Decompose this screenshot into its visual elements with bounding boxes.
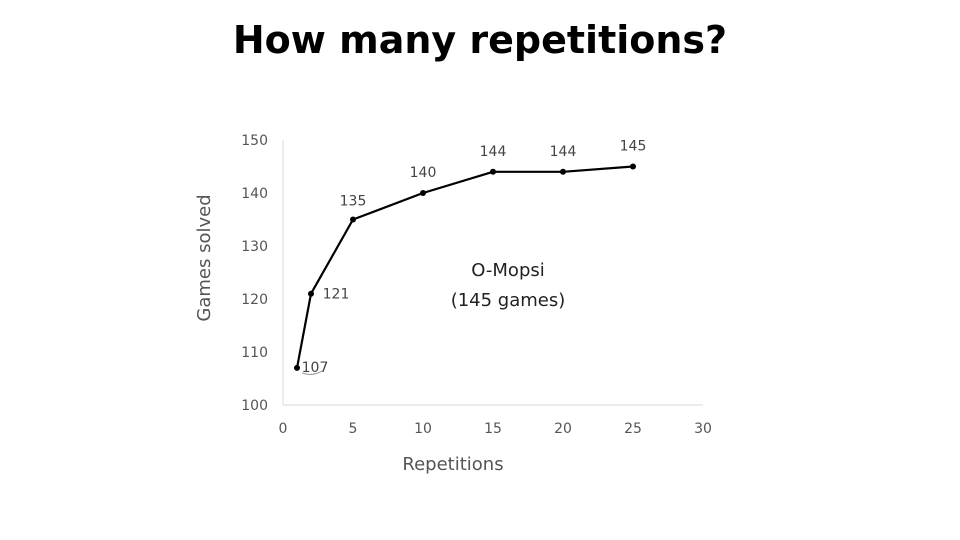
x-tick-label: 25	[624, 421, 642, 437]
y-tick-label: 110	[241, 345, 268, 361]
data-point	[560, 168, 566, 175]
x-tick-label: 5	[349, 421, 358, 437]
x-tick-label: 30	[694, 421, 712, 437]
data-point	[420, 190, 426, 196]
data-label: 144	[480, 144, 507, 160]
y-tick-label: 150	[241, 133, 268, 149]
chart-title: How many repetitions?	[232, 18, 728, 62]
series-line	[294, 163, 636, 371]
tick-labels: 100 110 120 130 140 150 0 5 10 15 20 25 30	[241, 133, 712, 437]
data-label: 144	[550, 144, 577, 160]
data-labels: 107 121 135 140 144 144 145	[302, 139, 647, 376]
data-label: 121	[323, 287, 350, 303]
data-point	[294, 364, 300, 371]
axes	[282, 140, 703, 406]
data-label: 140	[410, 165, 437, 181]
data-point	[490, 168, 496, 175]
y-tick-label: 100	[241, 398, 268, 414]
annotation-line-2: (145 games)	[451, 290, 566, 311]
data-label: 135	[340, 194, 367, 210]
label-leader-line	[301, 370, 323, 375]
annotation-line-1: O-Mopsi	[471, 260, 545, 281]
x-tick-label: 20	[554, 421, 572, 437]
y-axis-label: Games solved	[194, 194, 215, 321]
y-tick-label: 140	[241, 186, 268, 202]
data-point	[630, 163, 636, 170]
y-tick-label: 120	[241, 292, 268, 308]
data-label: 107	[302, 360, 329, 376]
data-point	[350, 216, 356, 223]
y-tick-label: 130	[241, 239, 268, 255]
x-tick-label: 10	[414, 421, 432, 437]
x-tick-label: 15	[484, 421, 502, 437]
x-axis-label: Repetitions	[402, 454, 503, 475]
data-point	[308, 290, 314, 297]
x-tick-label: 0	[279, 421, 288, 437]
data-label: 145	[620, 139, 647, 155]
